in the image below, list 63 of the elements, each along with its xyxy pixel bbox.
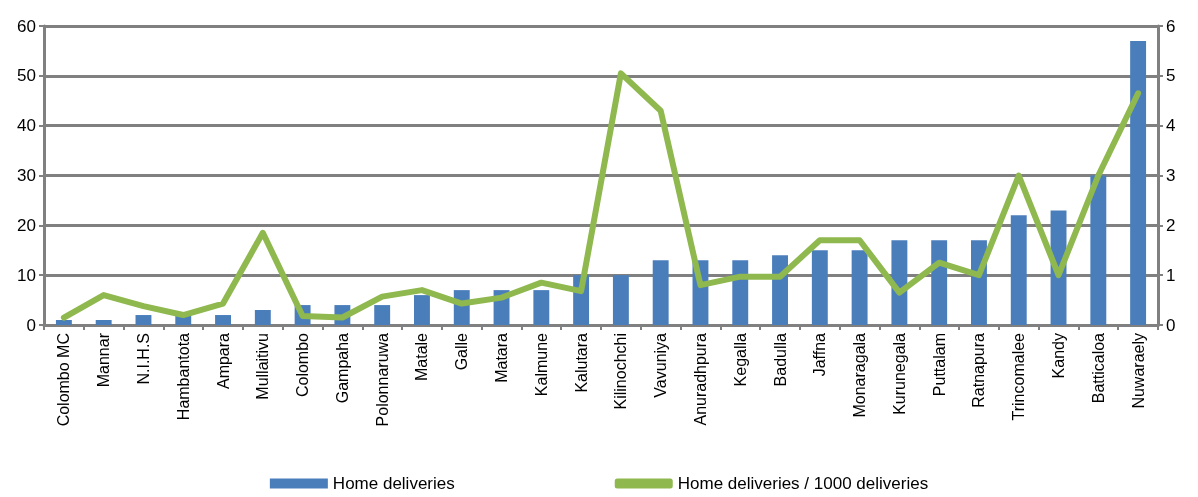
y2-tick-label: 6	[1166, 16, 1176, 36]
bar	[55, 320, 72, 325]
x-tick-label: Jaffna	[811, 332, 829, 377]
x-tick-label: Anuradhpura	[691, 332, 709, 426]
legend-label: Home deliveries	[332, 474, 455, 493]
bar	[95, 320, 112, 325]
bar	[215, 315, 231, 325]
y2-tick-label: 0	[1166, 315, 1176, 335]
x-tick-label: Colombo	[294, 332, 312, 398]
y2-tick-label: 1	[1166, 265, 1176, 285]
bar	[772, 255, 788, 325]
x-tick-label: Kalmune	[532, 332, 550, 397]
x-tick-label: Badulla	[771, 332, 789, 387]
bar	[1090, 175, 1107, 325]
x-tick-label: Colombo MC	[55, 333, 73, 427]
x-tick-label: Puttalam	[930, 333, 948, 397]
y-tick-label: 40	[17, 116, 36, 136]
bar	[1130, 40, 1147, 325]
x-tick-label: Mannar	[95, 332, 113, 388]
bar	[135, 315, 152, 325]
bar	[891, 240, 908, 325]
x-tick-label: Mullaitivu	[254, 333, 272, 400]
x-tick-label: Galle	[453, 332, 471, 371]
x-tick-label: Ampara	[214, 332, 232, 390]
bar	[414, 295, 430, 325]
bar	[652, 260, 669, 325]
bar	[533, 290, 550, 325]
x-tick-label: Batticaloa	[1089, 332, 1107, 404]
y2-tick-label: 3	[1166, 166, 1176, 185]
x-tick-label: Trincomalee	[1010, 332, 1028, 421]
x-tick-label: Polonnaruwa	[373, 332, 391, 427]
y2-tick-label: 2	[1166, 215, 1176, 235]
x-tick-label: Monaragala	[851, 332, 869, 418]
y-tick-label: 60	[17, 16, 36, 36]
x-tick-label: Vavuniya	[652, 332, 670, 398]
x-tick-label: Kalutara	[572, 332, 590, 393]
y-tick-label: 20	[17, 215, 36, 235]
bar	[612, 275, 629, 325]
y-tick-label: 50	[17, 66, 36, 86]
y-tick-label: 30	[17, 166, 36, 185]
x-tick-label: Kegalla	[731, 332, 749, 387]
x-tick-label: Gampaha	[333, 332, 351, 404]
bar	[374, 305, 391, 325]
bar	[851, 250, 868, 325]
y-tick-label: 10	[17, 265, 36, 285]
x-tick-label: Nuwaraely	[1129, 333, 1147, 409]
x-tick-label: Kilinochchi	[612, 333, 630, 410]
x-tick-label: Matale	[413, 332, 431, 382]
y2-tick-label: 5	[1166, 66, 1176, 86]
x-tick-label: Ratnapura	[970, 332, 988, 408]
bar	[254, 310, 271, 325]
x-tick-label: Matara	[493, 332, 511, 383]
bar	[732, 260, 749, 325]
bar	[1010, 215, 1027, 325]
x-tick-label: Kurunegala	[890, 332, 908, 415]
x-tick-label: N.I.H.S	[134, 333, 152, 385]
y-tick-label: 0	[26, 315, 36, 335]
x-tick-label: Kandy	[1050, 333, 1068, 379]
bar	[811, 250, 828, 325]
bar	[931, 240, 948, 325]
legend-label: Home deliveries / 1000 deliveries	[677, 474, 929, 493]
x-tick-label: Hambantota	[174, 332, 192, 421]
y2-tick-label: 4	[1166, 116, 1176, 136]
